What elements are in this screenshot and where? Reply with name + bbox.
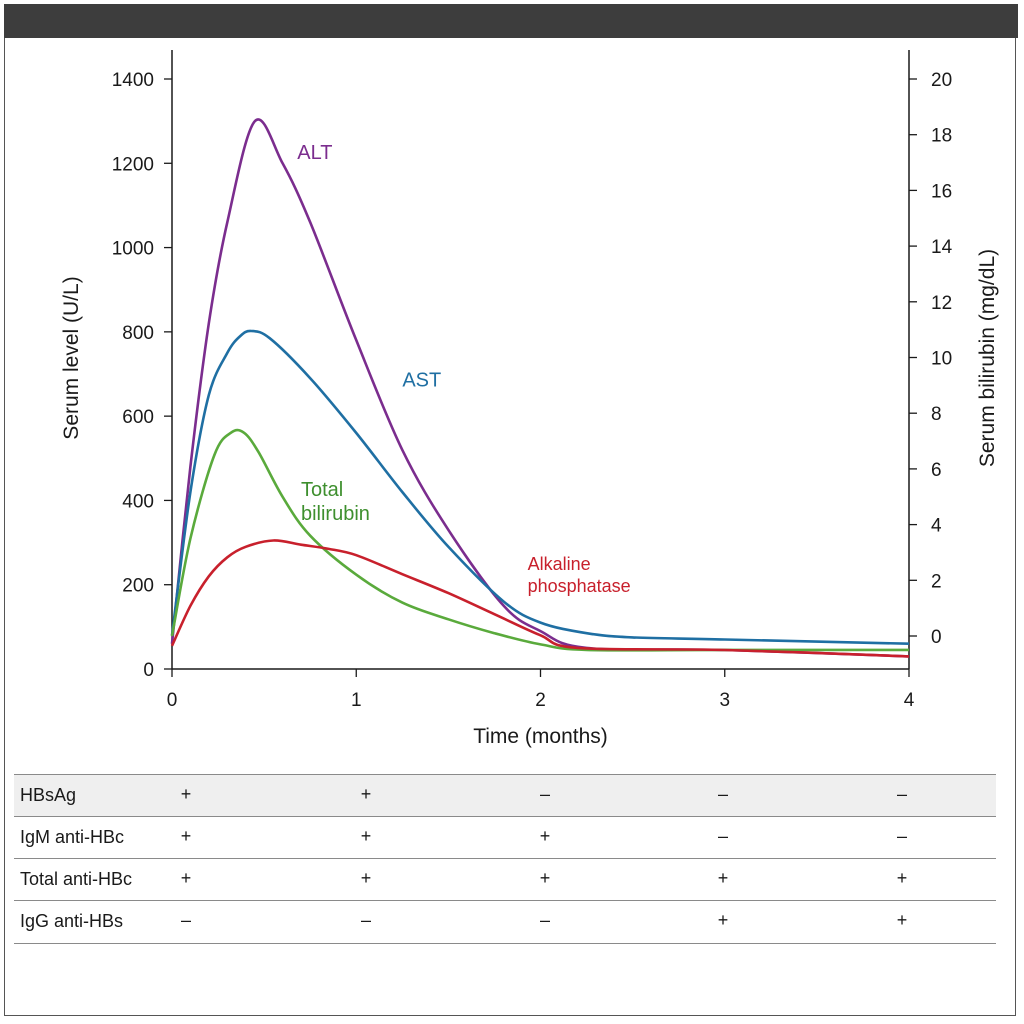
marker-name: IgM anti-HBc — [20, 827, 125, 847]
marker-status-cell: – — [539, 784, 550, 804]
y-axis-right-label: Serum bilirubin (mg/dL) — [976, 249, 999, 467]
y-left-tick-label: 800 — [122, 323, 154, 344]
y-right-tick-label: 20 — [931, 70, 952, 91]
table-row: Total anti-HBc + + + + + — [14, 858, 996, 900]
y-right-tick-label: 18 — [931, 126, 952, 147]
y-right-tick-label: 12 — [931, 293, 952, 314]
y-right-tick-label: 4 — [931, 516, 942, 537]
series-label-ast: AST — [402, 370, 441, 392]
marker-status-cell: + — [717, 868, 729, 888]
serology-table: HBsAg + + – – – IgM anti-HBc + + + – – Total anti-HB… — [14, 774, 996, 944]
marker-name: Total anti-HBc — [20, 869, 133, 889]
series-label-alkaline-phosphatase: Alkaline phosphatase — [528, 554, 631, 596]
marker-status-cell: – — [896, 826, 907, 846]
y-right-tick-label: 8 — [931, 404, 942, 425]
y-left-tick-label: 1000 — [112, 239, 154, 260]
marker-status-cell: – — [539, 910, 550, 930]
series-line-total-bilirubin — [170, 428, 909, 652]
y-left-tick-label: 400 — [122, 491, 154, 512]
y-left-tick-label: 600 — [122, 407, 154, 428]
marker-name: IgG anti-HBs — [20, 911, 124, 931]
y-right-tick-label: 10 — [931, 349, 952, 370]
marker-status-cell: + — [180, 784, 192, 804]
table-row: HBsAg + + – – – — [14, 774, 996, 816]
chart: 0200400600800100012001400024681012141618… — [60, 50, 999, 748]
marker-status-cell: + — [180, 826, 192, 846]
marker-status-cell: + — [360, 784, 372, 804]
marker-status-cell: + — [180, 868, 192, 888]
x-tick-label: 1 — [351, 690, 362, 711]
series-line-ast — [170, 329, 910, 645]
marker-status-cell: + — [896, 868, 908, 888]
y-axis-left-label: Serum level (U/L) — [60, 276, 83, 439]
marker-status-cell: + — [896, 910, 908, 930]
marker-status-cell: – — [717, 826, 728, 846]
y-right-tick-label: 16 — [931, 181, 952, 202]
table-row: IgG anti-HBs – – – + + — [14, 900, 996, 944]
x-axis-label: Time (months) — [473, 725, 608, 748]
marker-status-cell: – — [360, 910, 371, 930]
marker-status-cell: + — [717, 910, 729, 930]
header-bar — [4, 4, 1018, 38]
x-tick-label: 3 — [719, 690, 730, 711]
y-right-tick-label: 6 — [931, 460, 942, 481]
y-left-tick-label: 1200 — [112, 154, 154, 175]
x-tick-label: 0 — [167, 690, 178, 711]
marker-status-cell: + — [360, 868, 372, 888]
marker-status-cell: – — [717, 784, 728, 804]
y-right-tick-label: 2 — [931, 571, 942, 592]
marker-name: HBsAg — [20, 785, 77, 805]
y-left-tick-label: 0 — [143, 660, 154, 681]
marker-status-cell: + — [360, 826, 372, 846]
series-line-alkaline-phosphatase — [170, 539, 910, 658]
y-right-tick-label: 0 — [931, 627, 942, 648]
y-left-tick-label: 1400 — [112, 70, 154, 91]
y-left-tick-label: 200 — [122, 576, 154, 597]
table-row: IgM anti-HBc + + + – – — [14, 816, 996, 858]
x-tick-label: 2 — [535, 690, 546, 711]
marker-status-cell: + — [539, 868, 551, 888]
marker-status-cell: – — [896, 784, 907, 804]
marker-status-cell: + — [539, 826, 551, 846]
x-tick-label: 4 — [904, 690, 915, 711]
y-right-tick-label: 14 — [931, 237, 953, 258]
series-label-total-bilirubin: Total bilirubin — [301, 479, 370, 525]
marker-status-cell: – — [180, 910, 191, 930]
series-label-alt: ALT — [297, 142, 332, 164]
